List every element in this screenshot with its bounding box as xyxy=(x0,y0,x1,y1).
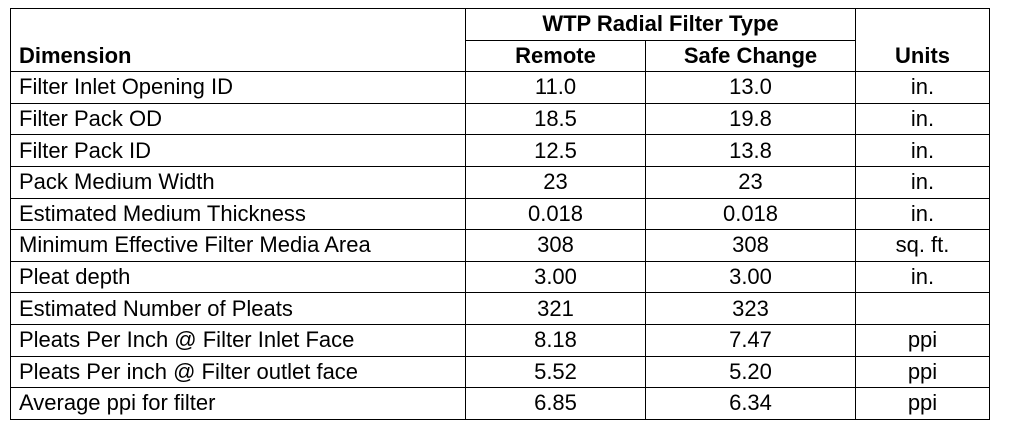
cell-units: in. xyxy=(855,134,990,167)
group-header-row: WTP Radial Filter Type xyxy=(10,8,990,41)
cell-dimension: Filter Pack ID xyxy=(10,134,466,167)
table-row: Estimated Number of Pleats 321 323 xyxy=(10,292,990,325)
cell-safe-change: 13.0 xyxy=(645,71,856,104)
cell-dimension: Pleats Per inch @ Filter outlet face xyxy=(10,355,466,389)
cell-dimension: Estimated Number of Pleats xyxy=(10,292,466,325)
cell-units xyxy=(855,292,990,325)
cell-units: in. xyxy=(855,165,990,199)
cell-dimension: Filter Inlet Opening ID xyxy=(10,71,466,104)
cell-units: in. xyxy=(855,260,990,294)
cell-dimension: Average ppi for filter xyxy=(10,387,466,420)
header-blank-left xyxy=(10,8,466,41)
cell-safe-change: 23 xyxy=(645,165,856,199)
filter-dimensions-table-container: WTP Radial Filter Type Dimension Remote … xyxy=(10,8,990,420)
cell-remote: 308 xyxy=(465,229,646,262)
table-row: Filter Pack ID 12.5 13.8 in. xyxy=(10,134,990,167)
cell-units: ppi xyxy=(855,355,990,389)
cell-units: in. xyxy=(855,71,990,104)
cell-units: in. xyxy=(855,102,990,136)
cell-remote: 12.5 xyxy=(465,134,646,167)
table-row: Pleat depth 3.00 3.00 in. xyxy=(10,260,990,294)
cell-safe-change: 323 xyxy=(645,292,856,325)
table-row: Minimum Effective Filter Media Area 308 30… xyxy=(10,229,990,262)
cell-units: ppi xyxy=(855,387,990,420)
cell-remote: 23 xyxy=(465,165,646,199)
cell-remote: 321 xyxy=(465,292,646,325)
group-header-title: WTP Radial Filter Type xyxy=(465,8,856,41)
cell-units: ppi xyxy=(855,323,990,357)
cell-safe-change: 19.8 xyxy=(645,102,856,136)
column-header-remote: Remote xyxy=(465,39,646,73)
cell-dimension: Pleats Per Inch @ Filter Inlet Face xyxy=(10,323,466,357)
cell-remote: 6.85 xyxy=(465,387,646,420)
cell-dimension: Estimated Medium Thickness xyxy=(10,197,466,231)
table-row: Pleats Per Inch @ Filter Inlet Face 8.18 7… xyxy=(10,323,990,357)
cell-dimension: Pleat depth xyxy=(10,260,466,294)
cell-dimension: Filter Pack OD xyxy=(10,102,466,136)
header-blank-right xyxy=(855,8,990,41)
cell-remote: 3.00 xyxy=(465,260,646,294)
cell-remote: 11.0 xyxy=(465,71,646,104)
filter-dimensions-table: WTP Radial Filter Type Dimension Remote … xyxy=(10,8,990,420)
table-body: Filter Inlet Opening ID 11.0 13.0 in. Filter… xyxy=(10,71,990,420)
cell-safe-change: 7.47 xyxy=(645,323,856,357)
cell-remote: 8.18 xyxy=(465,323,646,357)
table-row: Average ppi for filter 6.85 6.34 ppi xyxy=(10,387,990,420)
cell-dimension: Minimum Effective Filter Media Area xyxy=(10,229,466,262)
table-row: Filter Pack OD 18.5 19.8 in. xyxy=(10,102,990,136)
table-row: Pack Medium Width 23 23 in. xyxy=(10,165,990,199)
cell-units: in. xyxy=(855,197,990,231)
cell-units: sq. ft. xyxy=(855,229,990,262)
column-header-dimension: Dimension xyxy=(10,40,466,73)
table-row: Pleats Per inch @ Filter outlet face 5.52… xyxy=(10,355,990,389)
cell-safe-change: 0.018 xyxy=(645,197,856,231)
cell-safe-change: 13.8 xyxy=(645,134,856,167)
table-row: Filter Inlet Opening ID 11.0 13.0 in. xyxy=(10,71,990,104)
cell-remote: 5.52 xyxy=(465,355,646,389)
cell-safe-change: 308 xyxy=(645,229,856,262)
column-header-safe-change: Safe Change xyxy=(645,39,856,73)
cell-remote: 18.5 xyxy=(465,102,646,136)
cell-safe-change: 5.20 xyxy=(645,355,856,389)
cell-safe-change: 3.00 xyxy=(645,260,856,294)
cell-dimension: Pack Medium Width xyxy=(10,165,466,199)
cell-safe-change: 6.34 xyxy=(645,387,856,420)
cell-remote: 0.018 xyxy=(465,197,646,231)
column-header-row: Dimension Remote Safe Change Units xyxy=(10,39,990,73)
table-row: Estimated Medium Thickness 0.018 0.018 in. xyxy=(10,197,990,231)
column-header-units: Units xyxy=(855,40,990,73)
